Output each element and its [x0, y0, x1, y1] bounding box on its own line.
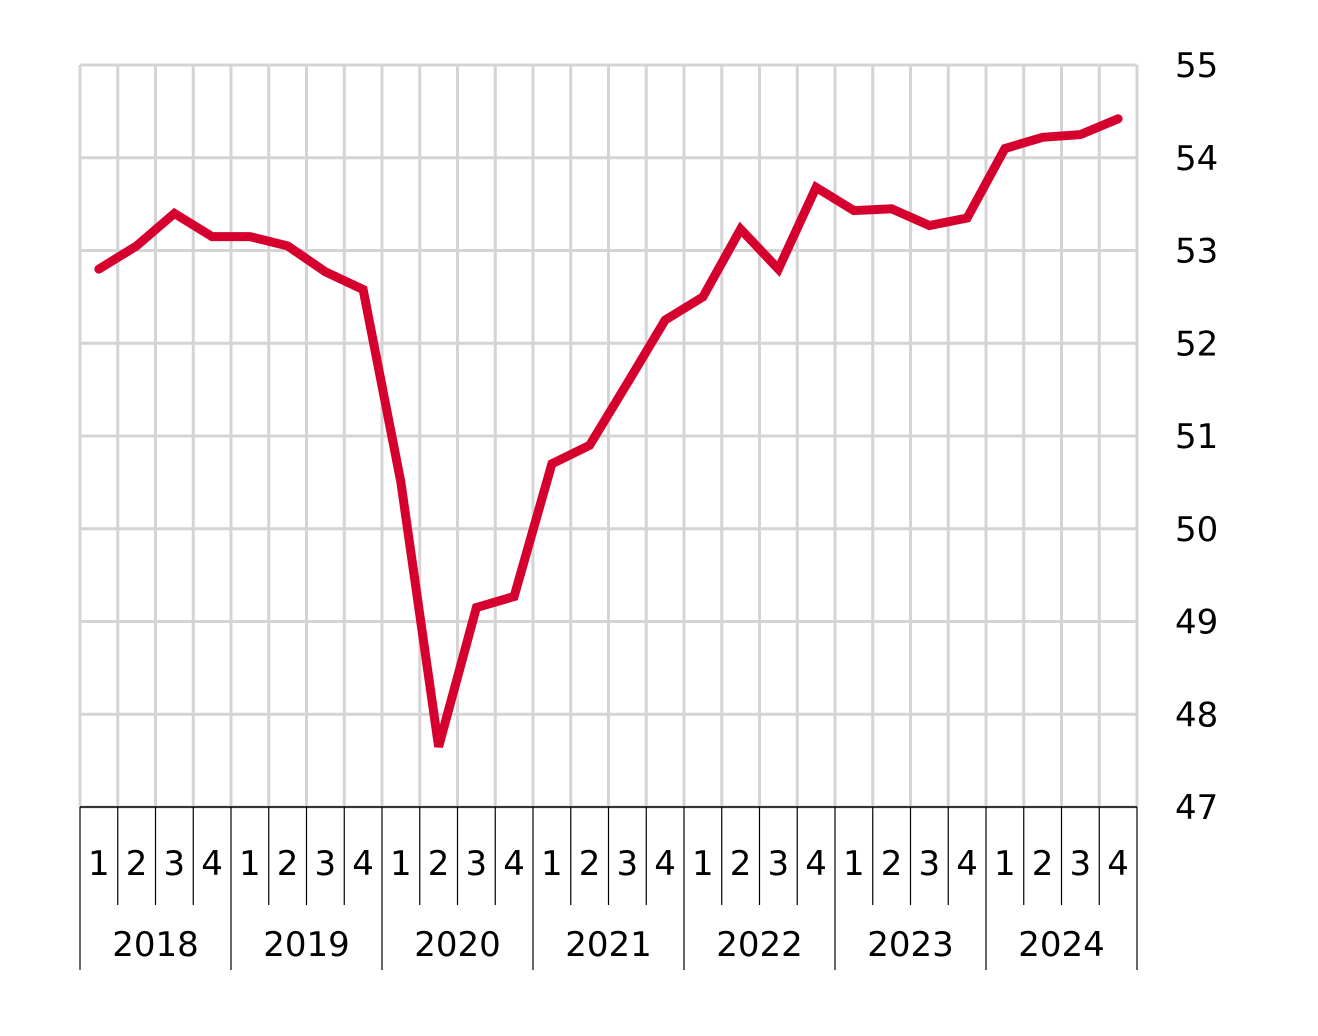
y-tick-label: 48 [1175, 695, 1218, 735]
data-point [97, 268, 100, 271]
data-point [966, 217, 969, 220]
data-point [135, 244, 138, 247]
y-tick-label: 53 [1175, 232, 1218, 272]
year-label: 2021 [565, 925, 652, 965]
quarter-label: 1 [541, 844, 563, 884]
data-point [664, 319, 667, 322]
quarter-label: 1 [88, 844, 110, 884]
quarter-label: 4 [805, 844, 827, 884]
data-point [588, 444, 591, 447]
quarter-label: 1 [843, 844, 865, 884]
data-point [815, 186, 818, 189]
quarter-label: 2 [277, 844, 299, 884]
quarter-label: 2 [126, 844, 148, 884]
quarter-label: 4 [956, 844, 978, 884]
data-point [1041, 136, 1044, 139]
data-point [286, 244, 289, 247]
data-point [437, 745, 440, 748]
gridlines [78, 63, 1139, 809]
y-axis-tick-labels: 47 48 49 50 51 52 53 54 55 [1175, 46, 1218, 828]
data-point [173, 212, 176, 215]
data-point [248, 235, 251, 238]
quarter-label: 4 [1107, 844, 1129, 884]
data-point [211, 235, 214, 238]
data-point [362, 288, 365, 291]
quarter-label: 3 [617, 844, 639, 884]
quarter-label: 1 [390, 844, 412, 884]
y-tick-label: 51 [1175, 417, 1218, 457]
quarter-label: 1 [692, 844, 714, 884]
year-label: 2022 [716, 925, 803, 965]
quarter-label: 1 [994, 844, 1016, 884]
quarter-label: 2 [1032, 844, 1054, 884]
y-tick-label: 49 [1175, 603, 1218, 643]
year-label: 2023 [867, 925, 954, 965]
data-point [475, 606, 478, 609]
year-label: 2018 [112, 925, 199, 965]
quarter-label: 2 [579, 844, 601, 884]
year-label: 2020 [414, 925, 501, 965]
quarter-label: 2 [881, 844, 903, 884]
y-tick-label: 50 [1175, 510, 1218, 550]
axes [79, 806, 1138, 970]
quarter-label: 3 [315, 844, 337, 884]
quarter-label: 2 [428, 844, 450, 884]
y-tick-label: 47 [1175, 788, 1218, 828]
data-point [777, 268, 780, 271]
data-point [928, 224, 931, 227]
data-point [739, 228, 742, 231]
y-tick-label: 55 [1175, 46, 1218, 86]
series-layer [94, 114, 1123, 748]
data-point [324, 270, 327, 273]
quarter-label: 3 [164, 844, 186, 884]
quarter-label: 4 [201, 844, 223, 884]
quarter-label: 4 [352, 844, 374, 884]
data-point [513, 595, 516, 598]
quarter-label: 2 [730, 844, 752, 884]
data-point [1117, 117, 1120, 120]
quarter-label: 3 [466, 844, 488, 884]
data-point [550, 462, 553, 465]
year-label: 2024 [1018, 925, 1105, 965]
quarter-label: 4 [503, 844, 525, 884]
data-point [399, 481, 402, 484]
data-point [890, 207, 893, 210]
data-point [701, 295, 704, 298]
data-point [1079, 133, 1082, 136]
y-tick-label: 54 [1175, 139, 1218, 179]
year-label: 2019 [263, 925, 350, 965]
quarter-label: 3 [1070, 844, 1092, 884]
data-point [852, 209, 855, 212]
data-point [1003, 147, 1006, 150]
quarter-label: 1 [239, 844, 261, 884]
quarter-label: 4 [654, 844, 676, 884]
data-point [626, 382, 629, 385]
y-tick-label: 52 [1175, 324, 1218, 364]
series-line [94, 114, 1123, 748]
quarter-label: 3 [919, 844, 941, 884]
quarter-label: 3 [768, 844, 790, 884]
